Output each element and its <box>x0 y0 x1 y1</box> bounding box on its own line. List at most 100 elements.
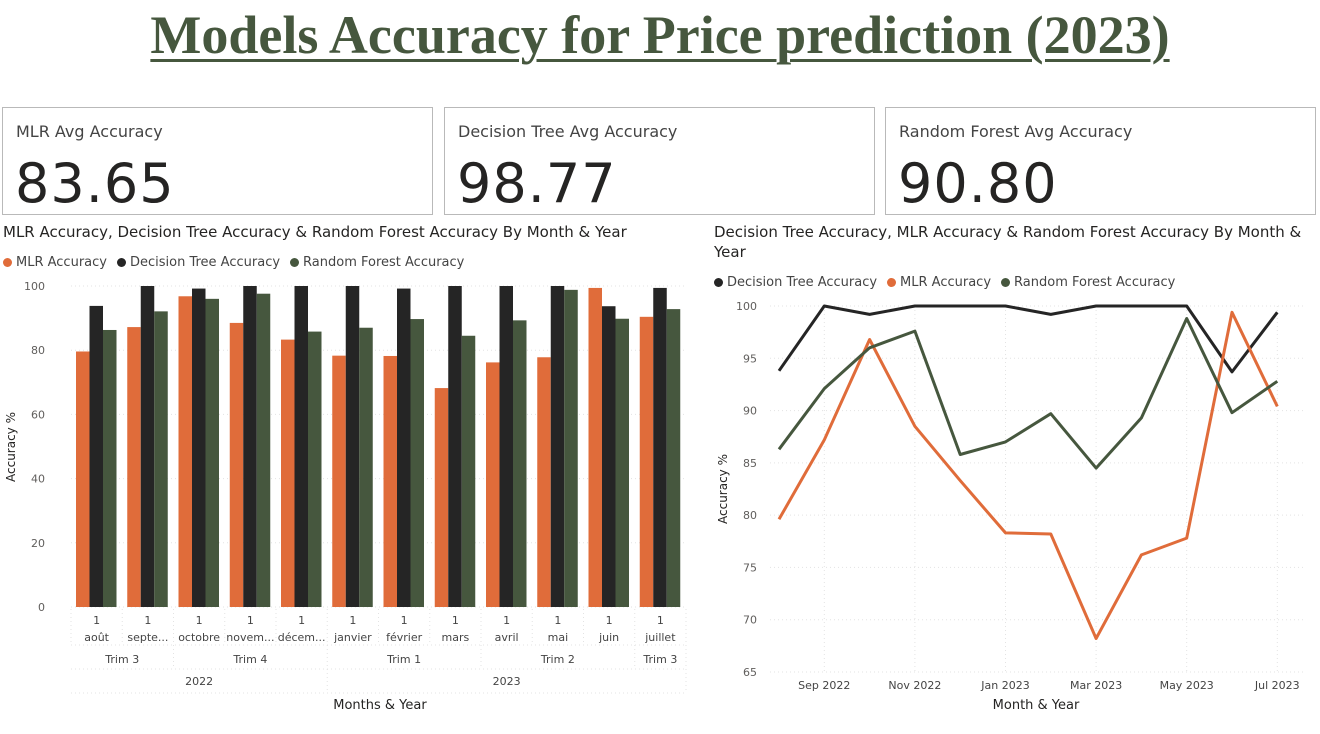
x-day-label: 1 <box>657 614 664 627</box>
x-day-label: 1 <box>554 614 561 627</box>
bar-mlr-accuracy <box>383 355 397 607</box>
legend-marker-icon <box>290 258 300 267</box>
y-tick-label: 80 <box>743 509 757 522</box>
kpi-card-mlr[interactable]: MLR Avg Accuracy 83.65 <box>2 107 433 215</box>
bar-random-forest-accuracy <box>256 293 271 607</box>
bar-decision-tree-accuracy <box>499 286 513 607</box>
kpi-card-decision-tree[interactable]: Decision Tree Avg Accuracy 98.77 <box>444 107 875 215</box>
bar-decision-tree-accuracy <box>243 286 257 607</box>
line-chart-title-line: Year <box>714 243 746 261</box>
x-month-label: octobre <box>178 631 220 644</box>
x-tick-label: Jul 2023 <box>1254 679 1300 692</box>
line-chart[interactable]: 65 70 75 80 85 90 95 100 Sep 2022 Nov 2022 Jan 202… <box>705 295 1320 725</box>
bar-random-forest-accuracy <box>513 320 527 607</box>
legend-label: Decision Tree Accuracy <box>727 275 878 290</box>
kpi-card-label: Decision Tree Avg Accuracy <box>458 122 678 141</box>
y-tick-label: 65 <box>743 666 757 679</box>
y-tick-label: 60 <box>31 408 45 421</box>
bar-mlr-accuracy <box>486 362 500 607</box>
y-tick-label: 90 <box>743 405 757 418</box>
bar-random-forest-accuracy <box>666 309 681 607</box>
legend-item-decision-tree[interactable]: Decision Tree Accuracy <box>714 275 877 290</box>
x-month-label: avril <box>495 631 519 644</box>
bar-decision-tree-accuracy <box>140 286 155 607</box>
y-tick-label: 100 <box>736 300 757 313</box>
x-month-label: janvier <box>333 631 372 644</box>
y-axis-title: Accuracy % <box>716 454 730 524</box>
x-month-label: novem... <box>226 631 274 644</box>
x-axis-title: Month & Year <box>993 698 1080 713</box>
line-random-forest-accuracy <box>777 317 1279 470</box>
kpi-card-random-forest[interactable]: Random Forest Avg Accuracy 90.80 <box>885 107 1316 215</box>
bar-decision-tree-accuracy <box>653 287 667 607</box>
x-tick-label: Mar 2023 <box>1070 679 1122 692</box>
x-month-label: juin <box>598 631 619 644</box>
legend-item-random-forest[interactable]: Random Forest Accuracy <box>1001 275 1175 290</box>
x-day-label: 1 <box>144 614 151 627</box>
bar-decision-tree-accuracy <box>294 286 308 607</box>
legend-item-mlr[interactable]: MLR Accuracy <box>3 255 107 270</box>
kpi-card-value: 90.80 <box>898 152 1058 215</box>
bar-chart[interactable]: 0 20 40 60 80 100 1 août 1 septe... 1 octobre 1 novem… <box>0 275 700 725</box>
bar-mlr-accuracy <box>537 357 551 607</box>
legend-marker-icon <box>1001 278 1011 287</box>
x-quarter-label: Trim 3 <box>104 653 139 666</box>
line-decision-tree-accuracy <box>777 304 1279 374</box>
bar-random-forest-accuracy <box>564 289 578 607</box>
x-month-label: août <box>84 631 109 644</box>
bar-mlr-accuracy <box>639 316 654 607</box>
x-tick-label: Sep 2022 <box>798 679 850 692</box>
y-tick-label: 80 <box>31 344 45 357</box>
bar-decision-tree-accuracy <box>192 288 206 607</box>
bar-random-forest-accuracy <box>154 311 168 607</box>
legend-label: MLR Accuracy <box>900 275 992 290</box>
bar-mlr-accuracy <box>127 327 141 607</box>
page-title: Models Accuracy for Price prediction (20… <box>150 5 1170 65</box>
kpi-card-label: Random Forest Avg Accuracy <box>899 122 1133 141</box>
x-quarter-label: Trim 3 <box>642 653 677 666</box>
x-day-label: 1 <box>452 614 459 627</box>
legend-marker-icon <box>116 258 126 267</box>
bar-random-forest-accuracy <box>410 319 424 607</box>
kpi-card-value: 98.77 <box>457 152 617 215</box>
bar-decision-tree-accuracy <box>602 306 616 607</box>
legend-item-mlr[interactable]: MLR Accuracy <box>887 275 991 290</box>
legend-marker-icon <box>887 278 897 287</box>
x-quarter-label: Trim 4 <box>232 653 267 666</box>
x-month-label: mars <box>442 631 470 644</box>
bar-decision-tree-accuracy <box>550 286 565 607</box>
x-month-label: décem... <box>278 631 326 644</box>
line-chart-legend[interactable]: Decision Tree Accuracy MLR Accuracy Rand… <box>714 275 1175 290</box>
x-tick-label: Jan 2023 <box>980 679 1029 692</box>
bar-random-forest-accuracy <box>359 327 373 607</box>
bar-random-forest-accuracy <box>615 318 629 607</box>
bar-decision-tree-accuracy <box>345 286 360 607</box>
legend-label: Random Forest Accuracy <box>303 255 465 270</box>
x-tick-label: Nov 2022 <box>888 679 941 692</box>
bar-mlr-accuracy <box>178 296 192 607</box>
x-month-label: mai <box>548 631 569 644</box>
bar-mlr-accuracy <box>434 388 449 607</box>
legend-marker-icon <box>3 258 12 267</box>
x-year-label: 2022 <box>185 675 213 688</box>
bar-decision-tree-accuracy <box>397 288 411 607</box>
bar-mlr-accuracy <box>229 322 244 607</box>
kpi-card-label: MLR Avg Accuracy <box>16 122 163 141</box>
bar-decision-tree-accuracy <box>448 286 462 607</box>
x-day-label: 1 <box>606 614 613 627</box>
y-tick-label: 100 <box>24 280 45 293</box>
y-tick-label: 70 <box>743 614 757 627</box>
x-day-label: 1 <box>247 614 254 627</box>
legend-marker-icon <box>714 278 723 287</box>
bar-mlr-accuracy <box>588 287 602 607</box>
x-quarter-label: Trim 2 <box>540 653 575 666</box>
x-axis-title: Months & Year <box>333 698 427 713</box>
legend-item-decision-tree[interactable]: Decision Tree Accuracy <box>116 255 280 270</box>
bar-chart-title: MLR Accuracy, Decision Tree Accuracy & R… <box>3 223 627 241</box>
x-month-label: septe... <box>127 631 168 644</box>
line-chart-title-line: Decision Tree Accuracy, MLR Accuracy & R… <box>714 223 1302 241</box>
legend-item-random-forest[interactable]: Random Forest Accuracy <box>290 255 464 270</box>
x-tick-label: May 2023 <box>1160 679 1214 692</box>
x-day-label: 1 <box>298 614 305 627</box>
bar-chart-legend[interactable]: MLR Accuracy Decision Tree Accuracy Rand… <box>3 255 464 270</box>
